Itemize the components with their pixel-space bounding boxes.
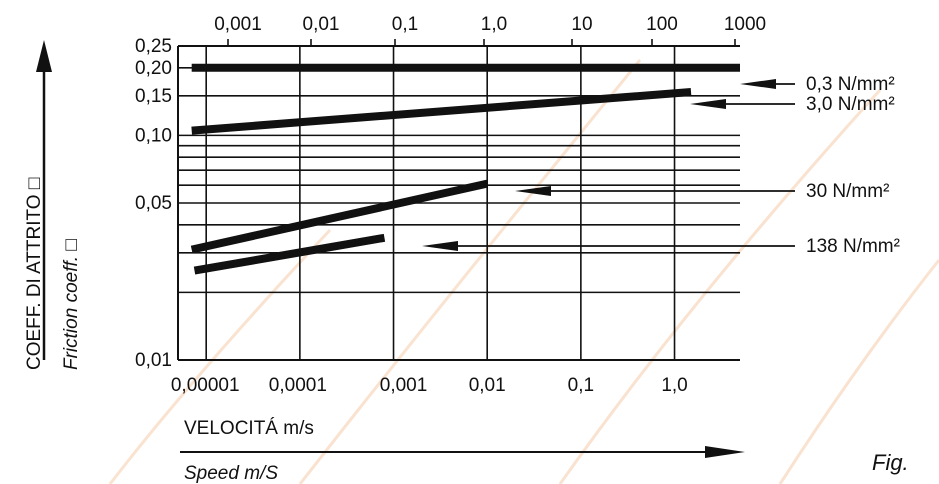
series-label-3: 30 N/mm² xyxy=(806,181,889,202)
figure-label: Fig. xyxy=(872,450,909,475)
annotation-arrow-head xyxy=(422,241,458,251)
x-bottom-tick-label: 0,1 xyxy=(568,375,594,396)
y-axis-arrow-head xyxy=(36,40,52,72)
y-tick-label: 0,20 xyxy=(135,58,172,79)
series-line-2 xyxy=(191,88,692,135)
x-axis-arrow-head xyxy=(705,446,745,458)
series-label-2: 3,0 N/mm² xyxy=(806,94,895,115)
y-tick-labels: 0,250,20 0,15 0,10 0,05 0,01 xyxy=(135,36,172,371)
series-line-4 xyxy=(193,233,386,275)
y-axis-title: COEFF. DI ATTRITO □ xyxy=(24,177,45,370)
series-group xyxy=(190,63,740,275)
x-bottom-tick-label: 1,0 xyxy=(661,375,687,396)
x-top-tick-label: 0,01 xyxy=(303,14,340,35)
x-top-tick-label: 0,1 xyxy=(392,14,418,35)
y-tick-label: 0,05 xyxy=(135,193,172,214)
annotation-arrow-head xyxy=(740,79,776,89)
x-bottom-tick-label: 0,01 xyxy=(469,375,506,396)
x-top-tick-label: 0,001 xyxy=(214,14,262,35)
y-axis-title-en: Friction coeff. □ xyxy=(61,239,82,370)
x-top-tick-label: 10 xyxy=(571,14,592,35)
x-axis-title: VELOCITÁ m/s xyxy=(184,418,314,439)
x-axis-title-group: VELOCITÁ m/s Speed m/S xyxy=(180,418,745,484)
series-line-3 xyxy=(190,179,489,254)
x-top-tick-labels: 0,001 0,01 0,1 1,0 10 100 1000 xyxy=(214,14,766,46)
y-axis-title-group: COEFF. DI ATTRITO □ Friction coeff. □ xyxy=(24,40,82,370)
series-label-4: 138 N/mm² xyxy=(806,236,900,257)
y-tick-label: 0,01 xyxy=(135,350,172,371)
y-tick-label: 0,15 xyxy=(135,86,172,107)
annotation-arrow-head xyxy=(515,186,551,196)
x-bottom-tick-labels: 0,00001 0,0001 0,001 0,01 0,1 1,0 xyxy=(171,375,688,396)
y-tick-label: 0,25 xyxy=(135,36,172,57)
x-top-tick-label: 1000 xyxy=(724,14,766,35)
annotation-arrow-head xyxy=(690,99,726,109)
x-axis-title-en: Speed m/S xyxy=(184,463,278,484)
series-label-1: 0,3 N/mm² xyxy=(806,74,895,95)
x-top-tick-label: 1,0 xyxy=(481,14,507,35)
x-top-tick-label: 100 xyxy=(646,14,678,35)
y-tick-label: 0,10 xyxy=(135,125,172,146)
x-bottom-tick-label: 0,00001 xyxy=(171,375,240,396)
x-bottom-tick-label: 0,0001 xyxy=(269,375,327,396)
x-bottom-tick-label: 0,001 xyxy=(380,375,428,396)
